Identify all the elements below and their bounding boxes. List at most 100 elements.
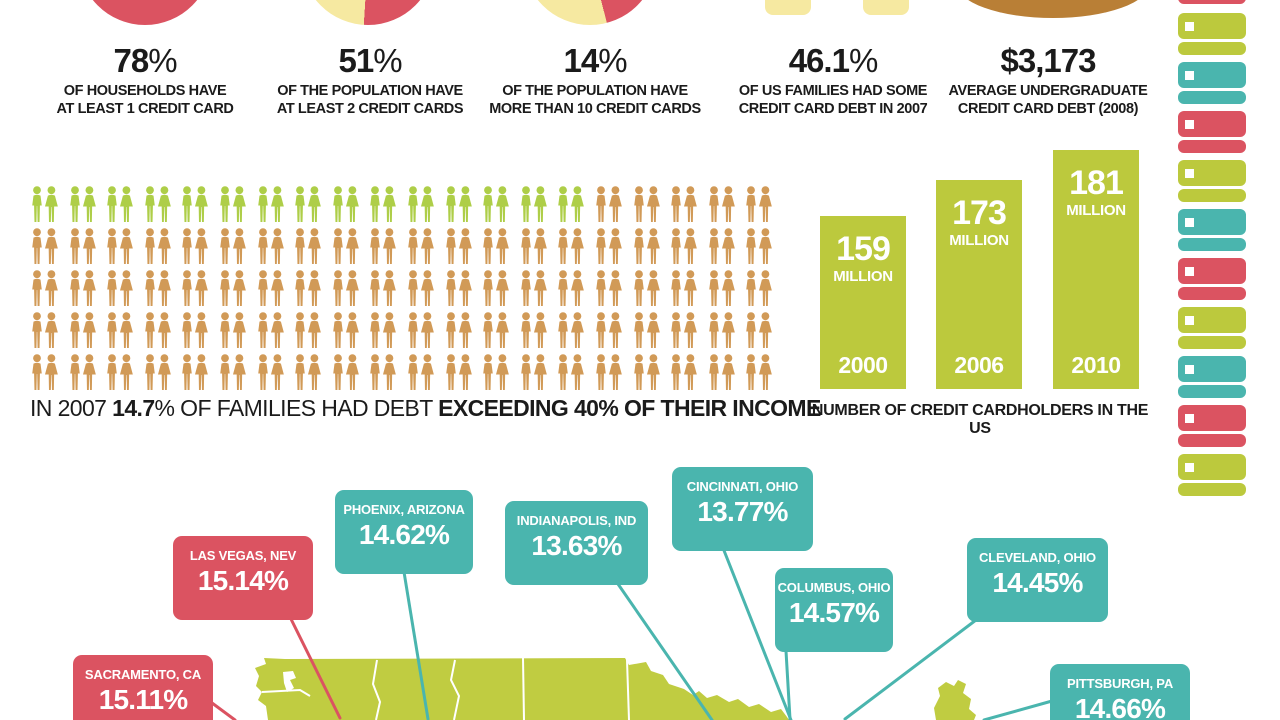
family-couple-icon-orange — [68, 312, 97, 349]
card-chip-icon — [1185, 414, 1194, 423]
us-map — [206, 546, 1054, 720]
map-puget-sound — [283, 671, 296, 692]
family-couple-icon-orange — [744, 312, 773, 349]
family-couple-icon-orange — [744, 354, 773, 391]
credit-card-icon-red — [1178, 405, 1246, 431]
map-label-cleveland: CLEVELAND, OHIO 14.45% — [967, 538, 1108, 622]
family-couple-icon-green — [256, 186, 285, 223]
family-couple-icon-green — [293, 186, 322, 223]
family-couple-icon-orange — [632, 228, 661, 265]
city-name: PHOENIX, ARIZONA — [343, 502, 465, 517]
city-value: 15.11% — [98, 684, 188, 715]
family-couple-icon-orange — [707, 312, 736, 349]
family-couple-icon-orange — [105, 270, 134, 307]
credit-card-stripe — [1178, 385, 1246, 398]
map-label-cincinnati: CINCINNATI, OHIO 13.77% — [672, 467, 813, 551]
stat-undergraduate-debt: $3,173 AVERAGE UNDERGRADUATE CREDIT CARD … — [936, 0, 1160, 118]
stat-families-with-debt: 46.1% OF US FAMILIES HAD SOME CREDIT CARD… — [721, 0, 945, 118]
card-chip-icon — [1185, 169, 1194, 178]
caption-text: EXCEEDING 40% OF THEIR INCOME — [438, 395, 821, 421]
bar-unit: MILLION — [1066, 202, 1126, 219]
family-couple-icon-green — [444, 186, 473, 223]
stat-value: $3,173 — [1000, 42, 1097, 79]
bar-year: 2000 — [838, 352, 888, 378]
map-label-sacramento: SACRAMENTO, CA 15.11% — [73, 655, 213, 720]
stat-description: OF THE POPULATION HAVE MORE THAN 10 CREDI… — [489, 83, 701, 117]
family-couple-icon-orange — [481, 228, 510, 265]
family-couple-icon-orange — [707, 270, 736, 307]
family-couple-icon-orange — [331, 354, 360, 391]
city-value: 13.77% — [697, 496, 788, 527]
stat-population-two-cards: 51% OF THE POPULATION HAVE AT LEAST 2 CRE… — [258, 0, 482, 118]
family-couple-icon-orange — [519, 312, 548, 349]
stat-households-one-card: 78% OF HOUSEHOLDS HAVE AT LEAST 1 CREDIT … — [33, 0, 257, 118]
caption-text: 14.7 — [112, 395, 155, 421]
city-name: SACRAMENTO, CA — [84, 667, 202, 682]
family-couple-icon-orange — [30, 354, 59, 391]
map-label-phoenix: PHOENIX, ARIZONA 14.62% — [335, 490, 473, 574]
credit-card-stripe — [1178, 287, 1246, 300]
stat-description: AVERAGE UNDERGRADUATE CREDIT CARD DEBT (2… — [948, 83, 1148, 117]
family-couple-icon-orange — [519, 228, 548, 265]
stat-value: 46.1% — [788, 42, 879, 79]
family-couple-icon-orange — [180, 228, 209, 265]
family-couple-icon-orange — [481, 270, 510, 307]
family-couple-icon-green — [68, 186, 97, 223]
family-couple-icon-orange — [180, 312, 209, 349]
family-couple-icon-orange — [68, 354, 97, 391]
family-couple-icon-orange — [444, 312, 473, 349]
city-value: 14.62% — [358, 519, 450, 550]
family-couple-icon-orange — [594, 354, 623, 391]
family-couple-icon-orange — [143, 270, 172, 307]
family-couple-icon-orange — [556, 354, 585, 391]
family-couple-icon-green — [143, 186, 172, 223]
city-name: CLEVELAND, OHIO — [979, 550, 1096, 565]
family-couple-icon-orange — [68, 270, 97, 307]
card-chip-icon — [1185, 463, 1194, 472]
family-couple-icon-orange — [444, 270, 473, 307]
stat-population-ten-cards: 14% OF THE POPULATION HAVE MORE THAN 10 C… — [483, 0, 707, 118]
stat-value: 51% — [338, 42, 402, 79]
map-michigan-blob — [934, 680, 976, 720]
family-couple-icon-orange — [444, 228, 473, 265]
bar-chart-title: NUMBER OF CREDIT CARDHOLDERS IN THE US — [811, 402, 1149, 437]
family-couple-icon-orange — [218, 312, 247, 349]
card-chip-icon — [1185, 71, 1194, 80]
credit-card-icon-teal — [1178, 209, 1246, 235]
card-chip-icon — [1185, 120, 1194, 129]
map-landmass — [255, 658, 789, 720]
bar-value: 181 — [1069, 164, 1124, 202]
family-couple-icon-orange — [744, 228, 773, 265]
city-name: PITTSBURGH, PA — [1066, 676, 1174, 691]
city-value: 14.66% — [1074, 693, 1166, 720]
family-couple-icon-orange — [30, 228, 59, 265]
family-couple-icon-orange — [293, 270, 322, 307]
family-couple-icon-green — [105, 186, 134, 223]
bar-unit: MILLION — [949, 232, 1009, 249]
family-couple-icon-orange — [556, 228, 585, 265]
bar-value: 159 — [836, 230, 891, 268]
credit-card-icon-teal — [1178, 356, 1246, 382]
map-state-borders — [261, 657, 630, 720]
family-couple-icon-green — [368, 186, 397, 223]
family-couple-icon-orange — [481, 312, 510, 349]
credit-card-icon-green — [1178, 160, 1246, 186]
families-debt-graphic-right — [863, 0, 909, 15]
families-debt-graphic-left — [765, 0, 811, 15]
family-couple-icon-green — [406, 186, 435, 223]
family-couple-icon-orange — [105, 354, 134, 391]
family-couple-icon-orange — [331, 228, 360, 265]
family-couple-icon-orange — [406, 228, 435, 265]
family-couple-icon-green — [30, 186, 59, 223]
family-couple-icon-orange — [669, 354, 698, 391]
family-couple-icon-orange — [632, 312, 661, 349]
credit-card-icon-red-partial — [1178, 0, 1246, 4]
map-label-las-vegas: LAS VEGAS, NEV 15.14% — [173, 536, 313, 620]
stat-description: OF HOUSEHOLDS HAVE AT LEAST 1 CREDIT CARD — [56, 83, 234, 117]
family-couple-icon-orange — [143, 228, 172, 265]
families-debt-caption: IN 2007 14.7% OF FAMILIES HAD DEBT EXCEE… — [30, 395, 821, 422]
map-label-indianapolis: INDIANAPOLIS, IND 13.63% — [505, 501, 648, 585]
map-leader-lines — [206, 546, 1054, 720]
family-couple-icon-orange — [519, 270, 548, 307]
bar-2000: 159 MILLION 2000 — [820, 216, 906, 389]
